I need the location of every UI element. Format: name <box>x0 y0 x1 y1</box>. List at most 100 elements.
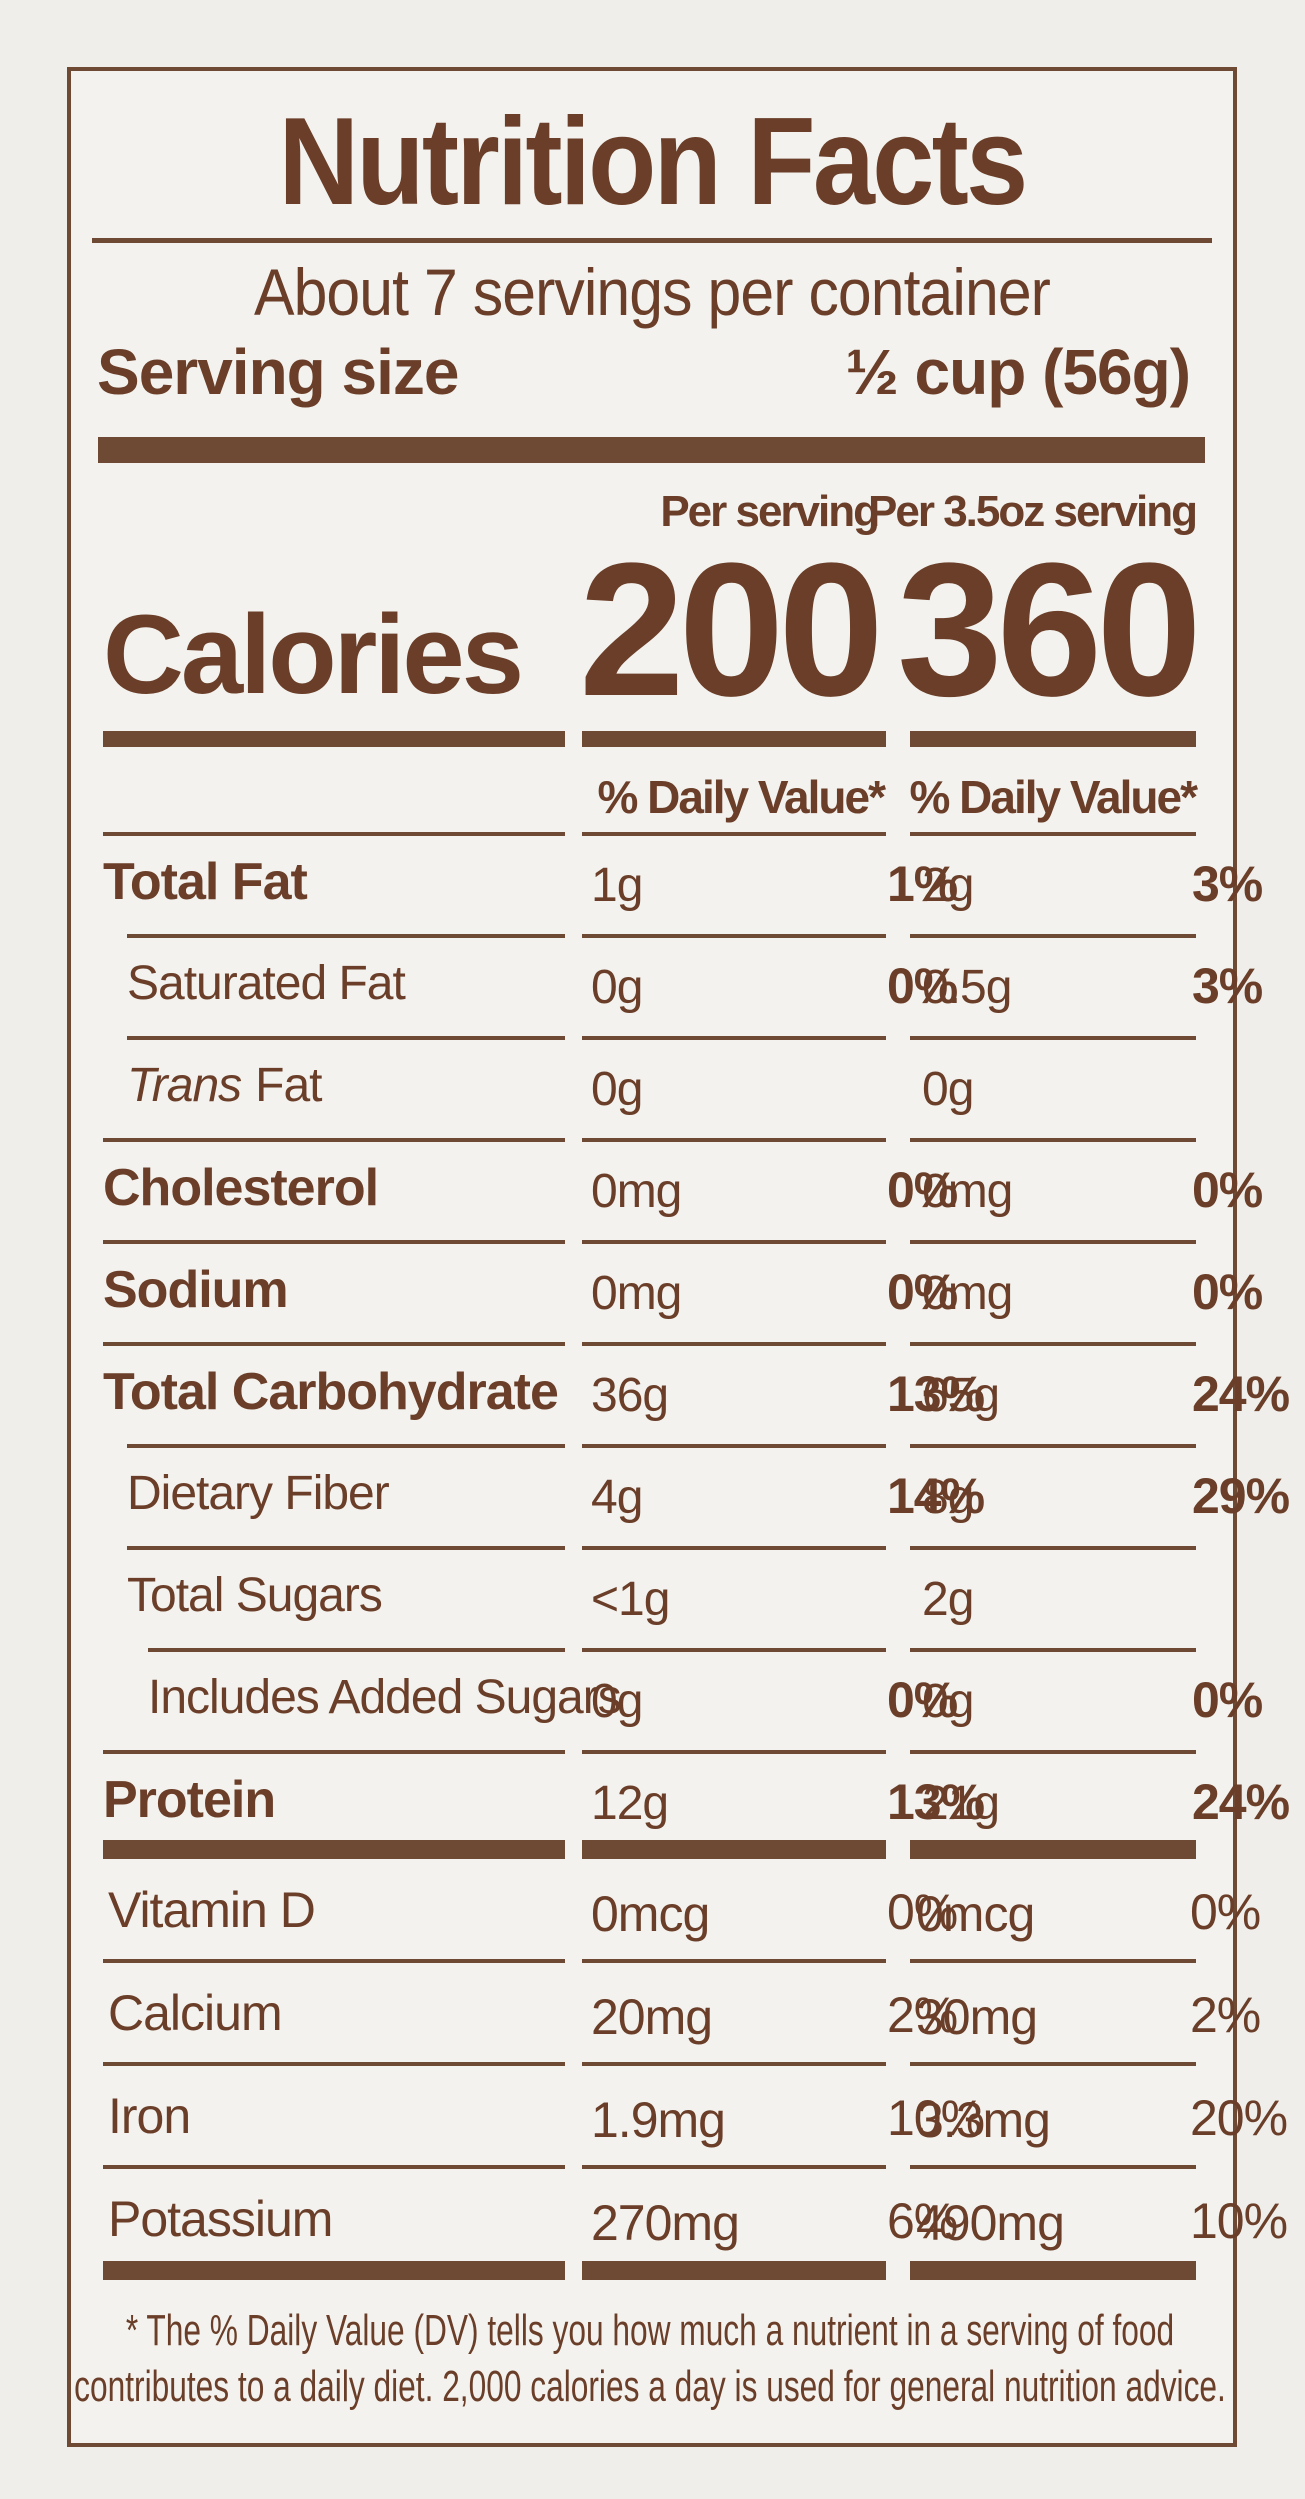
amount: 0mcg <box>916 1886 1035 1942</box>
row-rule <box>127 1444 565 1448</box>
amount: 1.9mg <box>591 2092 726 2148</box>
daily-value: 0% <box>887 1672 958 1728</box>
vitamin-name: Potassium <box>108 2191 333 2247</box>
daily-value: 20% <box>1190 2090 1288 2146</box>
nutrient-name: Dietary Fiber <box>127 1467 390 1520</box>
daily-value: 13% <box>887 1774 985 1830</box>
row-rule <box>582 832 886 836</box>
calories-value: 200 <box>578 524 884 736</box>
row-rule <box>910 1036 1196 1040</box>
row-rule <box>582 1444 886 1448</box>
row-rule <box>582 1750 886 1754</box>
thick-rule <box>582 2260 886 2280</box>
calories-value: 360 <box>896 524 1202 736</box>
row-rule <box>910 1138 1196 1142</box>
serving-size-label: Serving size <box>97 336 459 408</box>
daily-value: 29% <box>1192 1468 1290 1524</box>
daily-value: 0% <box>1192 1162 1263 1218</box>
column-header: Per serving <box>660 487 880 536</box>
thick-rule <box>103 1839 565 1859</box>
row-rule <box>103 1959 565 1963</box>
nutrient-name: Trans Fat <box>127 1059 323 1112</box>
row-rule <box>127 1036 565 1040</box>
thick-rule <box>910 2260 1196 2280</box>
nutrient-name: Total Carbohydrate <box>103 1363 559 1421</box>
row-rule <box>103 1240 565 1244</box>
nutrient-name: Saturated Fat <box>127 957 406 1010</box>
amount: 3.3mg <box>916 2092 1051 2148</box>
vitamin-name: Calcium <box>108 1985 283 2041</box>
amount: 65g <box>922 1369 1000 1422</box>
amount: 0mg <box>922 1165 1013 1218</box>
row-rule <box>582 2165 886 2169</box>
row-rule <box>127 1546 565 1550</box>
row-rule <box>582 1648 886 1652</box>
row-rule <box>582 2062 886 2066</box>
amount: 0g <box>922 1675 974 1728</box>
daily-value: 24% <box>1192 1774 1290 1830</box>
row-rule <box>103 832 565 836</box>
daily-value: 0% <box>1192 1672 1263 1728</box>
daily-value: 6% <box>887 2193 958 2249</box>
row-rule <box>582 1342 886 1346</box>
amount: 0.5g <box>922 961 1012 1014</box>
calories-label: Calories <box>103 592 524 717</box>
daily-value: 0% <box>1192 1264 1263 1320</box>
amount: 490mg <box>916 2195 1065 2251</box>
row-rule <box>910 934 1196 938</box>
row-rule <box>910 1342 1196 1346</box>
thick-rule <box>98 437 1205 463</box>
nutrient-name: Protein <box>103 1771 276 1829</box>
row-rule <box>910 1444 1196 1448</box>
daily-value: 0% <box>887 1162 958 1218</box>
daily-value: 3% <box>1192 856 1263 912</box>
row-rule <box>582 1036 886 1040</box>
servings-per-container: About 7 servings per container <box>254 255 1051 329</box>
row-rule <box>103 1750 565 1754</box>
nutrient-name: Total Sugars <box>127 1569 383 1622</box>
thick-rule <box>103 2260 565 2280</box>
footnote: * The % Daily Value (DV) tells you how m… <box>125 2306 1175 2355</box>
calories-rule <box>910 731 1196 747</box>
daily-value: 13% <box>887 1366 985 1422</box>
row-rule <box>582 934 886 938</box>
nutrient-name: Cholesterol <box>103 1159 379 1217</box>
amount: 4g <box>591 1471 643 1524</box>
row-rule <box>103 1138 565 1142</box>
nutrient-name-rest: Fat <box>255 1059 322 1112</box>
row-rule <box>910 2062 1196 2066</box>
row-rule <box>910 2165 1196 2169</box>
row-rule <box>910 1648 1196 1652</box>
row-rule <box>910 1240 1196 1244</box>
amount: 0g <box>591 1675 643 1728</box>
amount: 12g <box>591 1777 669 1830</box>
amount: 0g <box>591 1063 643 1116</box>
row-rule <box>103 1342 565 1346</box>
daily-value: 1% <box>887 856 958 912</box>
dv-header: % Daily Value* <box>597 771 886 823</box>
row-rule <box>103 2062 565 2066</box>
calories-rule <box>582 731 886 747</box>
nutrient-name-italic: Trans <box>127 1059 242 1112</box>
column-header: Per 3.5oz serving <box>868 487 1198 536</box>
amount: 0g <box>922 1063 974 1116</box>
thick-rule <box>910 1839 1196 1859</box>
row-rule <box>103 2165 565 2169</box>
daily-value: 2% <box>887 1987 958 2043</box>
row-rule <box>910 1959 1196 1963</box>
amount: 20mg <box>591 1989 713 2045</box>
row-rule <box>582 1138 886 1142</box>
amount: 8g <box>922 1471 974 1524</box>
row-rule <box>910 1546 1196 1550</box>
row-rule <box>582 1959 886 1963</box>
amount: 0mg <box>922 1267 1013 1320</box>
title: Nutrition Facts <box>278 93 1029 231</box>
amount: 270mg <box>591 2195 740 2251</box>
dv-header: % Daily Value* <box>909 771 1198 823</box>
amount: 0g <box>591 961 643 1014</box>
amount: 36g <box>591 1369 669 1422</box>
amount: 0mg <box>591 1267 682 1320</box>
footnote: contributes to a daily diet. 2,000 calor… <box>74 2362 1226 2411</box>
amount: 0mg <box>591 1165 682 1218</box>
